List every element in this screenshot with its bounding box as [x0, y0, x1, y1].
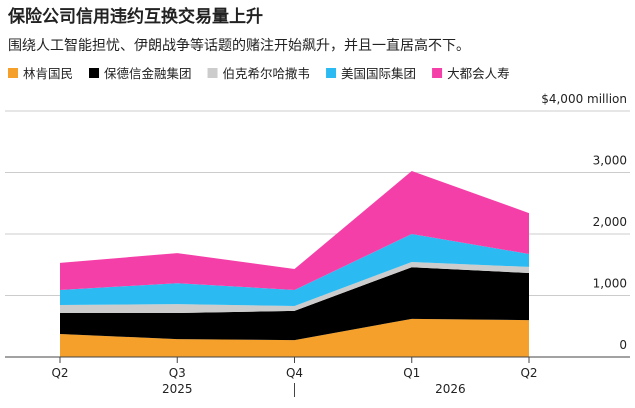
legend-label: 保德信金融集团: [104, 66, 192, 81]
legend-label: 林肯国民: [23, 66, 73, 81]
y-tick-label: 2,000: [593, 215, 627, 229]
area: [60, 267, 529, 341]
y-tick-label: 0: [619, 338, 627, 352]
legend-label: 伯克希尔哈撒韦: [223, 66, 311, 81]
x-tick-label: Q1: [403, 366, 420, 380]
x-tick-label: Q3: [169, 366, 186, 380]
chart-title: 保险公司信用违约互换交易量上升: [7, 6, 263, 27]
x-tick-label: Q2: [51, 366, 68, 380]
area: [60, 318, 529, 357]
legend-swatch: [432, 68, 443, 78]
y-tick-label: 1,000: [593, 277, 627, 291]
x-tick-label: Q4: [286, 366, 303, 380]
area: [60, 170, 529, 290]
area: [60, 261, 529, 314]
legend-swatch: [89, 68, 100, 78]
legend-label: 大都会人寿: [447, 66, 510, 81]
legend-swatch: [326, 68, 337, 78]
x-group-label: 2025: [162, 382, 193, 396]
x-group-label: 2026: [435, 382, 466, 396]
chart-subtitle: 围绕人工智能担忧、伊朗战争等话题的赌注开始飙升，并且一直居高不下。: [8, 37, 470, 54]
legend-label: 美国国际集团: [341, 66, 416, 81]
legend-swatch: [8, 68, 18, 78]
legend-swatch: [207, 68, 218, 78]
area: [60, 234, 529, 306]
y-tick-label: $4,000 million: [541, 92, 627, 106]
x-tick-label: Q2: [520, 366, 537, 380]
y-tick-label: 3,000: [593, 154, 627, 168]
